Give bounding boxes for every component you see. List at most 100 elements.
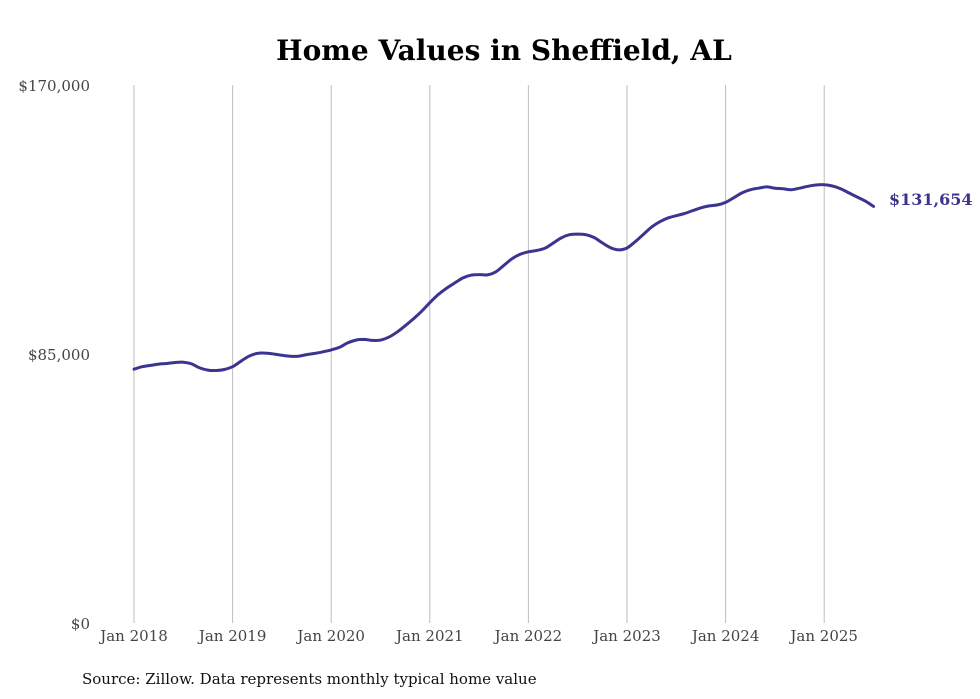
data-point [149, 364, 152, 367]
x-tick-label: Jan 2019 [197, 627, 267, 645]
data-point [585, 233, 587, 236]
data-point [675, 214, 678, 217]
data-point [683, 212, 686, 215]
end-value-label: $131,654 [889, 190, 973, 209]
data-point [387, 336, 390, 339]
data-point [700, 206, 702, 209]
grid-lines [133, 85, 825, 623]
data-point [215, 369, 218, 372]
data-point [239, 360, 242, 363]
data-point [281, 354, 283, 357]
data-point [470, 274, 472, 277]
data-point [543, 247, 546, 250]
x-tick-label: Jan 2025 [788, 627, 858, 645]
x-tick-label: Jan 2018 [98, 627, 168, 645]
data-point [494, 271, 497, 273]
data-point [519, 253, 522, 256]
data-point [346, 342, 349, 344]
data-point [626, 247, 628, 249]
data-point [732, 196, 735, 199]
data-point [256, 352, 259, 355]
data-point [617, 249, 620, 251]
source-note: Source: Zillow. Data represents monthly … [82, 670, 537, 688]
data-point [428, 301, 431, 304]
data-point [609, 246, 612, 249]
data-point [174, 361, 177, 364]
data-point [371, 339, 374, 342]
data-point [453, 282, 456, 284]
data-point [798, 187, 801, 190]
data-point [231, 365, 234, 368]
data-point [363, 338, 365, 341]
data-point [133, 368, 135, 371]
data-point [297, 355, 300, 358]
data-point [872, 205, 875, 208]
x-tick-label: Jan 2021 [394, 627, 464, 645]
data-point [338, 346, 341, 349]
data-point [724, 201, 727, 204]
data-point [716, 204, 719, 206]
data-point [601, 242, 604, 244]
data-point [322, 350, 324, 353]
x-axis-ticks: Jan 2018 Jan 2019 Jan 2020 Jan 2021 Jan 2022… [98, 627, 858, 645]
data-point [560, 237, 563, 239]
x-tick-label: Jan 2020 [295, 627, 365, 645]
data-point [667, 217, 669, 219]
y-tick-label: $0 [71, 615, 90, 633]
data-point [749, 188, 752, 191]
x-tick-label: Jan 2023 [591, 627, 661, 645]
y-tick-label: $170,000 [18, 77, 90, 95]
data-point [264, 352, 267, 354]
chart-title: Home Values in Sheffield, AL [276, 34, 732, 67]
data-point [511, 257, 513, 260]
data-point [412, 318, 415, 320]
data-point [568, 233, 571, 236]
data-point [593, 236, 595, 239]
y-axis-ticks: $0 $85,000 $170,000 [18, 77, 90, 633]
data-point [774, 187, 776, 190]
data-point [182, 361, 185, 364]
x-tick-label: Jan 2024 [690, 627, 760, 645]
data-point [708, 205, 711, 207]
data-point [642, 233, 645, 236]
data-point [166, 362, 168, 365]
data-point [478, 273, 480, 276]
data-point [741, 192, 743, 194]
data-point [823, 183, 826, 186]
data-point [782, 187, 784, 190]
data-point [379, 339, 382, 341]
data-point [396, 331, 398, 334]
data-point [576, 233, 579, 236]
data-point [486, 274, 489, 276]
data-point [305, 353, 308, 356]
data-point [552, 242, 554, 245]
data-point [141, 365, 144, 368]
data-point [461, 277, 464, 279]
data-point [691, 209, 694, 212]
data-point [856, 196, 858, 198]
data-point [527, 250, 530, 253]
data-point [248, 355, 250, 358]
data-point [330, 349, 333, 351]
data-point [289, 355, 291, 358]
data-point [207, 369, 209, 371]
data-point [420, 310, 423, 313]
data-point [535, 249, 538, 252]
data-point [634, 240, 637, 243]
data-point [437, 293, 439, 296]
data-point [157, 363, 160, 365]
data-point [198, 367, 201, 369]
series-line [132, 183, 875, 373]
data-point [313, 352, 316, 355]
data-point [223, 368, 226, 371]
data-point [848, 192, 850, 194]
data-point [445, 287, 448, 290]
data-point [839, 187, 842, 190]
data-point [650, 226, 653, 229]
data-point [806, 185, 809, 188]
data-point [765, 186, 768, 188]
data-point [190, 362, 193, 365]
data-point [272, 353, 275, 355]
data-point [815, 184, 817, 186]
